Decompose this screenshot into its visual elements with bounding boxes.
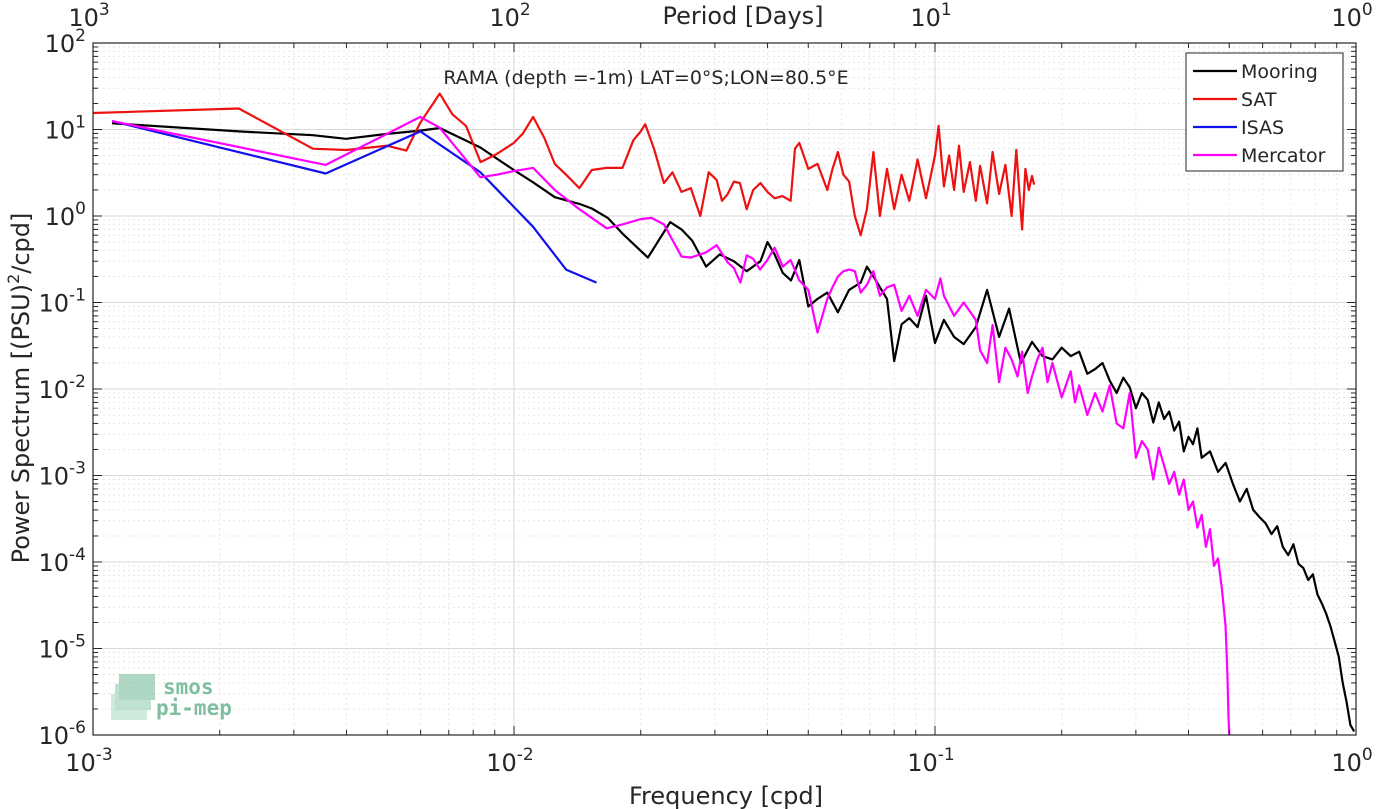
y-tick-label: 10-2 <box>39 372 87 404</box>
legend-label-mooring: Mooring <box>1241 61 1318 83</box>
x-tick-label: 100 <box>1331 745 1372 777</box>
series-layer <box>92 92 1356 736</box>
x-tick-label: 10-2 <box>486 745 534 777</box>
smos-pimep-watermark: smos pi-mep <box>111 674 232 720</box>
top-tick-label: 103 <box>68 0 109 32</box>
legend-label-sat: SAT <box>1241 89 1277 111</box>
y-axis-label: Power Spectrum [(PSU)2/cpd] <box>4 213 35 564</box>
y-tick-label: 10-4 <box>39 545 87 577</box>
y-tick-label: 101 <box>45 113 86 145</box>
series-line-sat <box>92 92 1036 237</box>
y-tick-label: 10-1 <box>39 286 87 318</box>
top-tick-label: 101 <box>910 0 951 32</box>
x-tick-label: 10-1 <box>907 745 955 777</box>
y-tick-label: 102 <box>45 26 86 58</box>
y-axis-label-superscript: 2 <box>4 274 23 284</box>
legend-label-isas: ISAS <box>1241 117 1284 139</box>
series-line-mooring <box>112 122 1356 732</box>
x-tick-label: 10-3 <box>65 745 113 777</box>
top-axis-label: Period [Days] <box>662 2 823 30</box>
major-grid <box>93 43 1356 735</box>
top-tick-label: 102 <box>489 0 530 32</box>
watermark-logo-icon <box>111 674 155 720</box>
x-axis-label: Frequency [cpd] <box>629 782 823 809</box>
series-line-mercator <box>111 115 1231 736</box>
tick-marks <box>92 43 1356 736</box>
watermark-line-1: smos <box>163 675 214 699</box>
y-tick-labels: 10-6 10-5 10-4 10-3 10-2 10-1 100 101 102 <box>39 26 87 750</box>
top-tick-label: 100 <box>1331 0 1372 32</box>
top-tick-labels: 103 102 101 100 <box>68 0 1372 32</box>
legend: Mooring SAT ISAS Mercator <box>1185 52 1344 172</box>
y-axis-label-tail: /cpd] <box>7 213 35 274</box>
watermark-line-2: pi-mep <box>156 696 232 720</box>
legend-label-mercator: Mercator <box>1241 145 1326 167</box>
y-tick-label: 10-5 <box>39 632 87 664</box>
chart-title: RAMA (depth =-1m) LAT=0°S;LON=80.5°E <box>443 67 848 89</box>
series-line-isas <box>111 120 597 284</box>
y-tick-label: 10-3 <box>39 459 87 491</box>
x-tick-labels: 10-3 10-2 10-1 100 <box>65 745 1372 777</box>
y-tick-label: 10-6 <box>39 718 87 750</box>
y-axis-label-main: Power Spectrum [(PSU) <box>7 284 35 563</box>
y-tick-label: 100 <box>45 199 86 231</box>
